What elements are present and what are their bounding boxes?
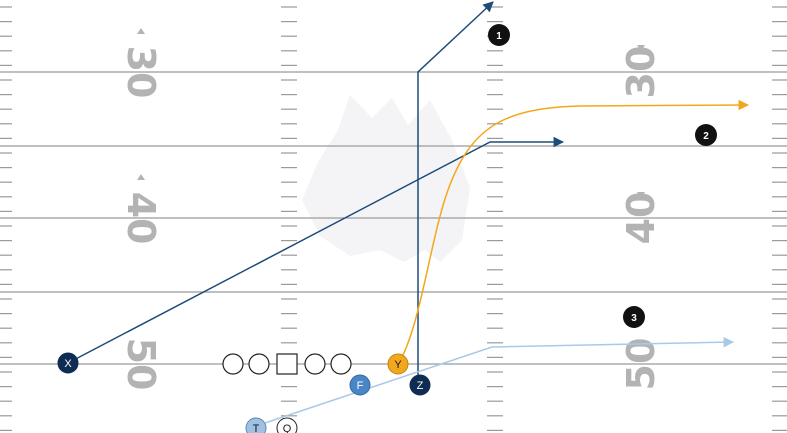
yard-numbers-left: 30 40 50 [119,28,163,390]
direction-arrow-left-40 [137,174,145,180]
player-x-label: X [64,358,72,370]
progression-badge-1: 1 [488,24,510,46]
lineman-right-guard [304,353,326,375]
player-f: F [349,374,371,396]
yard-numbers-right: 30 40 50 [619,45,663,390]
route-y [397,99,750,365]
progression-badge-2-label: 2 [703,131,709,142]
team-logo-watermark [302,95,470,262]
direction-arrow-left-30 [137,28,145,34]
player-y-label: Y [394,359,402,371]
player-q-label: Q [283,423,292,433]
player-q: Q [276,417,298,433]
player-t-label: T [253,423,260,433]
yard-number-left-50: 50 [119,338,163,391]
progression-badge-3: 3 [623,306,645,328]
progression-badge-1-label: 1 [496,31,502,42]
yard-number-left-40: 40 [119,192,163,245]
player-q-marker [276,417,298,433]
yard-number-right-50: 50 [619,338,663,391]
player-y: Y [387,353,409,375]
player-t-marker [245,417,267,433]
yard-number-right-40: 40 [619,192,663,245]
offensive-line [222,353,352,375]
lineman-left-tackle [222,353,244,375]
hash-marks [0,6,787,431]
route-x [67,136,565,364]
player-z-label: Z [417,380,424,392]
player-t: T [245,417,267,433]
player-z: Z [409,374,431,396]
player-f-marker [349,374,371,396]
player-x: X [57,352,79,374]
progression-badge-2: 2 [695,124,717,146]
lineman-center [276,353,298,375]
yard-number-left-30: 30 [119,46,163,99]
progression-badge-3-label: 3 [631,313,637,324]
route-t [255,336,735,427]
route-z [417,1,494,384]
direction-arrow-right-40 [637,192,645,198]
player-f-label: F [357,380,364,392]
direction-arrow-right-30 [637,45,645,51]
lineman-right-tackle [330,353,352,375]
player-x-marker [57,352,79,374]
player-y-marker [387,353,409,375]
lineman-left-guard [248,353,270,375]
routes [67,1,750,427]
player-z-marker [409,374,431,396]
yard-number-right-30: 30 [619,46,663,99]
